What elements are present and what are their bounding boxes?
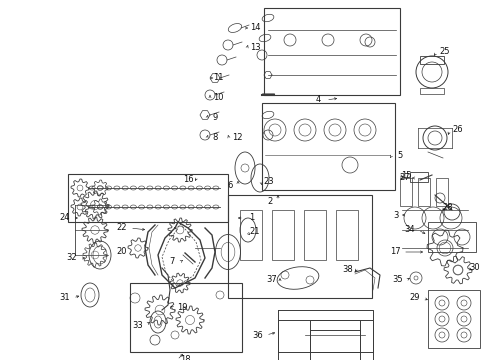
- Text: 19: 19: [177, 303, 187, 312]
- Text: 12: 12: [232, 134, 242, 143]
- Text: 34: 34: [405, 225, 416, 234]
- Bar: [420, 88, 444, 94]
- Text: 5: 5: [397, 150, 403, 159]
- Bar: [428, 222, 476, 252]
- Text: 8: 8: [212, 134, 218, 143]
- Bar: [400, 178, 412, 206]
- Bar: [228, 195, 372, 298]
- Bar: [410, 172, 428, 182]
- Text: 29: 29: [410, 293, 420, 302]
- Text: 38: 38: [343, 266, 353, 274]
- Bar: [304, 210, 326, 260]
- Text: 21: 21: [250, 228, 260, 237]
- Text: 13: 13: [250, 44, 260, 53]
- Text: 9: 9: [212, 113, 218, 122]
- Text: 17: 17: [390, 248, 400, 256]
- Text: 1: 1: [249, 213, 255, 222]
- Text: 4: 4: [316, 95, 320, 104]
- Text: 32: 32: [67, 253, 77, 262]
- Text: 2: 2: [268, 197, 272, 206]
- Bar: [336, 210, 358, 260]
- Text: 14: 14: [250, 23, 260, 32]
- Text: 20: 20: [117, 248, 127, 256]
- Text: 22: 22: [117, 224, 127, 233]
- Bar: [418, 178, 430, 206]
- Text: 37: 37: [267, 275, 277, 284]
- Text: 18: 18: [180, 356, 190, 360]
- Text: 30: 30: [470, 264, 480, 273]
- Bar: [262, 103, 395, 190]
- Text: 24: 24: [60, 213, 70, 222]
- Bar: [420, 56, 444, 64]
- Text: 28: 28: [442, 203, 453, 212]
- Text: 3: 3: [393, 211, 399, 220]
- Text: 36: 36: [253, 330, 264, 339]
- Bar: [130, 283, 242, 352]
- Text: 33: 33: [133, 320, 144, 329]
- Text: 25: 25: [440, 48, 450, 57]
- Text: 15: 15: [401, 171, 411, 180]
- Bar: [68, 174, 228, 222]
- Bar: [436, 178, 448, 206]
- Text: 26: 26: [453, 126, 464, 135]
- Text: 7: 7: [170, 257, 175, 266]
- Text: 23: 23: [264, 177, 274, 186]
- Text: 31: 31: [60, 293, 70, 302]
- Bar: [264, 8, 400, 95]
- Text: 11: 11: [213, 73, 223, 82]
- Text: 35: 35: [392, 275, 403, 284]
- Bar: [240, 210, 262, 260]
- Text: 6: 6: [227, 180, 233, 189]
- Text: 16: 16: [183, 175, 194, 184]
- Text: 27: 27: [400, 174, 410, 183]
- Text: 10: 10: [213, 94, 223, 103]
- Bar: [272, 210, 294, 260]
- Bar: [428, 290, 480, 348]
